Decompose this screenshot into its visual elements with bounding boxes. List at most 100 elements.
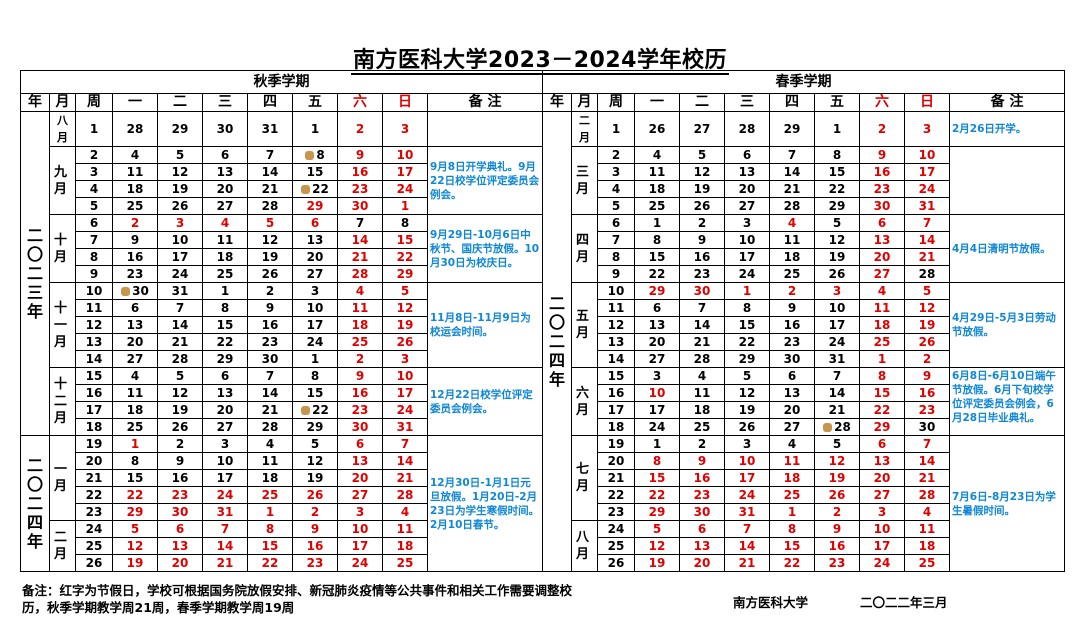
day-cell: 19 bbox=[814, 248, 860, 266]
day-number: 23 bbox=[918, 402, 936, 417]
day-cell: 14 bbox=[247, 384, 293, 402]
day-number: 3 bbox=[220, 436, 230, 451]
day-cell: 6 bbox=[292, 214, 338, 232]
day-cell: 21 bbox=[904, 469, 950, 487]
day-number: 10 bbox=[873, 521, 891, 536]
day-cell: 22 bbox=[382, 248, 428, 266]
day-cell: 27 bbox=[292, 265, 338, 283]
day-number: 23 bbox=[693, 487, 711, 502]
month-label: 九月 bbox=[49, 146, 76, 215]
week-number: 22 bbox=[75, 486, 113, 504]
day-cell: 27 bbox=[859, 265, 905, 283]
day-number: 2 bbox=[130, 215, 140, 230]
day-number: 23 bbox=[261, 334, 279, 349]
day-number: 12 bbox=[828, 232, 846, 247]
day-number: 14 bbox=[351, 232, 369, 247]
day-number: 25 bbox=[783, 487, 801, 502]
day-number: 3 bbox=[922, 121, 932, 136]
day-number: 11 bbox=[216, 232, 234, 247]
day-cell: 22 bbox=[724, 333, 770, 351]
day-cell: 30 bbox=[679, 503, 725, 521]
day-number: 8 bbox=[400, 215, 410, 230]
day-number: 29 bbox=[306, 419, 324, 434]
day-number: 23 bbox=[351, 402, 369, 417]
week-row: 二〇二四年 二月 1 26 27 28 29 1 2 3 2月26日开学。 bbox=[542, 111, 1066, 572]
day-cell: 23 bbox=[679, 265, 725, 283]
day-cell: 7 bbox=[202, 520, 248, 538]
day-cell: 18 bbox=[679, 401, 725, 419]
day-cell: 14 bbox=[247, 163, 293, 181]
day-cell: 23 bbox=[769, 333, 815, 351]
day-number: 11 bbox=[351, 300, 369, 315]
year-header: 年 bbox=[20, 93, 50, 112]
week-number: 24 bbox=[75, 520, 113, 538]
day-number: 16 bbox=[126, 249, 144, 264]
day-cell: 2 bbox=[292, 503, 338, 521]
week-number: 16 bbox=[597, 384, 635, 402]
day-number: 28 bbox=[834, 419, 851, 434]
day-cell: 16 bbox=[337, 163, 383, 181]
day-number: 10 bbox=[738, 232, 756, 247]
week-row: 十一月 10 30 31 1 2 3 4 5 11月8日-11月9日为校运会时间。 bbox=[21, 282, 544, 368]
day-number: 9 bbox=[697, 232, 707, 247]
day-number: 18 bbox=[126, 402, 144, 417]
day-number: 25 bbox=[396, 555, 414, 570]
day-cell: 1 bbox=[202, 282, 248, 300]
day-number: 25 bbox=[261, 487, 279, 502]
day-number: 23 bbox=[171, 487, 189, 502]
day-cell: 20 bbox=[769, 401, 815, 419]
day-cell: 7 bbox=[769, 146, 815, 164]
day-cell: 15 bbox=[112, 469, 158, 487]
day-number: 14 bbox=[261, 385, 279, 400]
week-number: 17 bbox=[597, 401, 635, 419]
day-number: 21 bbox=[918, 470, 936, 485]
day-number: 13 bbox=[693, 538, 711, 553]
day-cell: 27 bbox=[859, 486, 905, 504]
day-cell: 8 bbox=[382, 214, 428, 232]
day-cell: 11 bbox=[382, 520, 428, 538]
day-cell: 4 bbox=[202, 214, 248, 232]
day-number: 27 bbox=[126, 351, 144, 366]
day-cell: 15 bbox=[634, 248, 680, 266]
day-cell: 9 bbox=[769, 299, 815, 317]
day-cell: 17 bbox=[724, 469, 770, 487]
month-header: 月 bbox=[49, 93, 76, 112]
day-number: 22 bbox=[396, 249, 414, 264]
day-cell: 5 bbox=[814, 214, 860, 232]
week-number: 20 bbox=[75, 452, 113, 470]
day-cell: 11 bbox=[904, 520, 950, 538]
day-number: 7 bbox=[400, 436, 410, 451]
day-number: 19 bbox=[306, 470, 324, 485]
day-cell: 27 bbox=[202, 418, 248, 436]
week-row: 二月 24 5 6 7 8 9 10 11 bbox=[21, 520, 543, 572]
day-cell: 17 bbox=[814, 316, 860, 334]
day-cell: 28 bbox=[724, 111, 770, 147]
day-number: 10 bbox=[396, 147, 414, 162]
day-number: 4 bbox=[787, 436, 797, 451]
day-cell: 12 bbox=[724, 384, 770, 402]
day-number: 17 bbox=[396, 385, 414, 400]
day-number: 21 bbox=[738, 555, 756, 570]
day-number: 18 bbox=[216, 249, 234, 264]
day-cell: 6 bbox=[634, 299, 680, 317]
day-number: 26 bbox=[693, 198, 711, 213]
day-number: 16 bbox=[306, 538, 324, 553]
week-row: 26 19 20 21 22 23 24 25 bbox=[543, 554, 1065, 572]
day-number: 23 bbox=[693, 266, 711, 281]
week-number: 24 bbox=[597, 520, 635, 538]
day-number: 5 bbox=[922, 283, 932, 298]
day-number: 1 bbox=[742, 283, 752, 298]
day-cell: 16 bbox=[112, 248, 158, 266]
day-cell: 21 bbox=[724, 554, 770, 572]
day-cell: 31 bbox=[814, 350, 860, 368]
day-number: 5 bbox=[652, 521, 662, 536]
day-cell: 13 bbox=[157, 537, 203, 555]
day-cell: 23 bbox=[337, 180, 383, 198]
day-number: 7 bbox=[175, 300, 185, 315]
day-number: 4 bbox=[787, 215, 797, 230]
weekday-header: 一 bbox=[634, 93, 680, 112]
day-number: 26 bbox=[306, 487, 324, 502]
day-number: 8 bbox=[787, 521, 797, 536]
day-number: 8 bbox=[877, 368, 887, 383]
day-cell: 15 bbox=[814, 163, 860, 181]
